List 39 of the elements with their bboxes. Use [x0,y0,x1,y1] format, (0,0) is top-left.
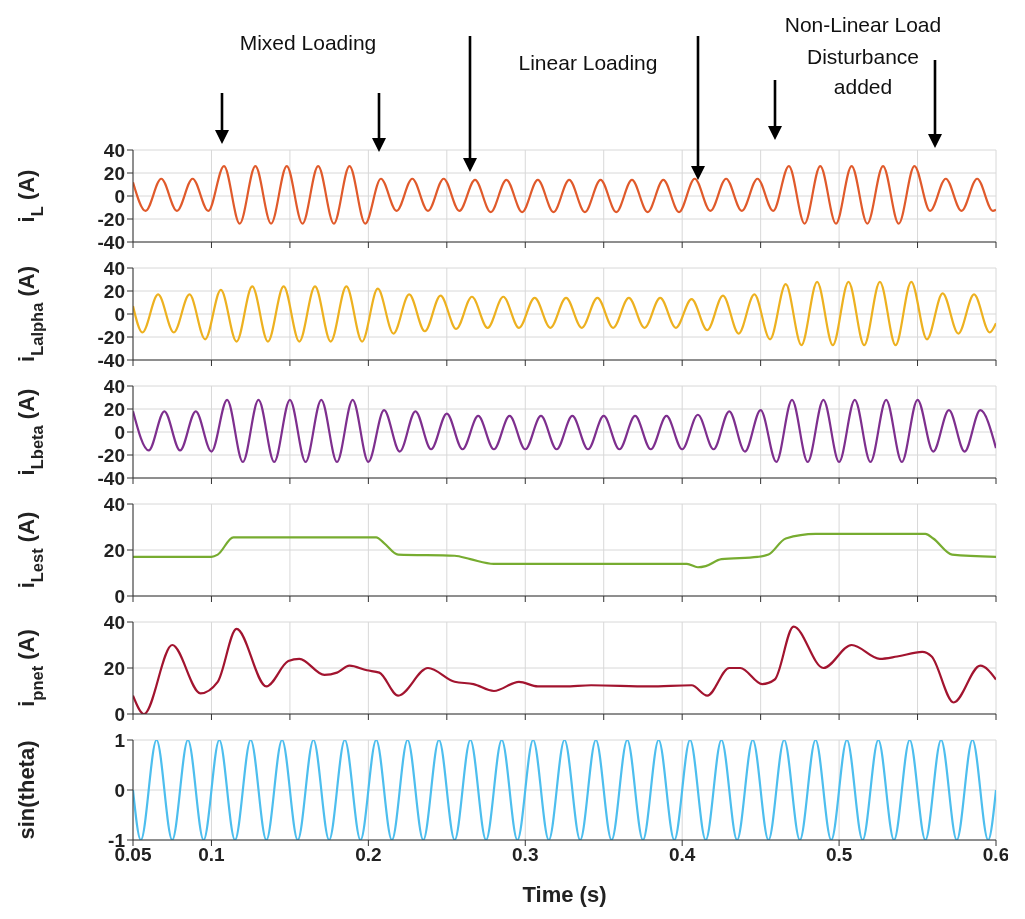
y-tick-label: 0 [114,779,125,801]
y-tick-label: 40 [103,257,125,279]
y-tick-label: 0 [114,703,125,725]
y-tick-label: 40 [103,611,125,633]
x-tick-label: 0.2 [355,844,382,866]
y-tick-label: 0 [114,303,125,325]
line-series [133,532,996,569]
x-tick-label: 0.6 [982,844,1010,866]
y-tick-label: 20 [103,398,125,420]
line-series [133,398,996,463]
y-tick-label: 40 [103,375,125,397]
text: Linear Loading [517,50,659,76]
y-tick-label: -40 [97,349,125,371]
y-axis-title: sin(theta) [14,740,39,840]
y-tick-label: 0 [114,585,125,607]
y-tick-label: -20 [97,444,125,466]
text: Mixed Loading [238,30,378,56]
line-series [133,280,996,347]
x-axis-title: Time (s) [522,882,607,907]
y-tick-label: -20 [97,208,125,230]
y-tick-label: 20 [103,657,125,679]
y-tick-label: -20 [97,326,125,348]
y-tick-label: 0 [114,185,125,207]
y-tick-label: 20 [103,162,125,184]
x-tick-label: 0.1 [198,844,226,866]
y-tick-label: -40 [97,467,125,489]
y-tick-label: 1 [114,729,126,751]
line-series [133,165,996,225]
x-tick-label: 0.5 [825,844,853,866]
text: Disturbance added [805,44,921,100]
x-tick-label: 0.4 [668,844,696,866]
text: Non-Linear Load [783,12,943,38]
y-tick-label: 40 [103,493,125,515]
y-tick-label: 40 [103,139,125,161]
y-tick-label: -40 [97,231,125,253]
x-tick-label: 0.3 [512,844,539,866]
y-tick-label: 0 [114,421,125,443]
y-tick-label: 20 [103,280,125,302]
y-tick-label: 20 [103,539,125,561]
